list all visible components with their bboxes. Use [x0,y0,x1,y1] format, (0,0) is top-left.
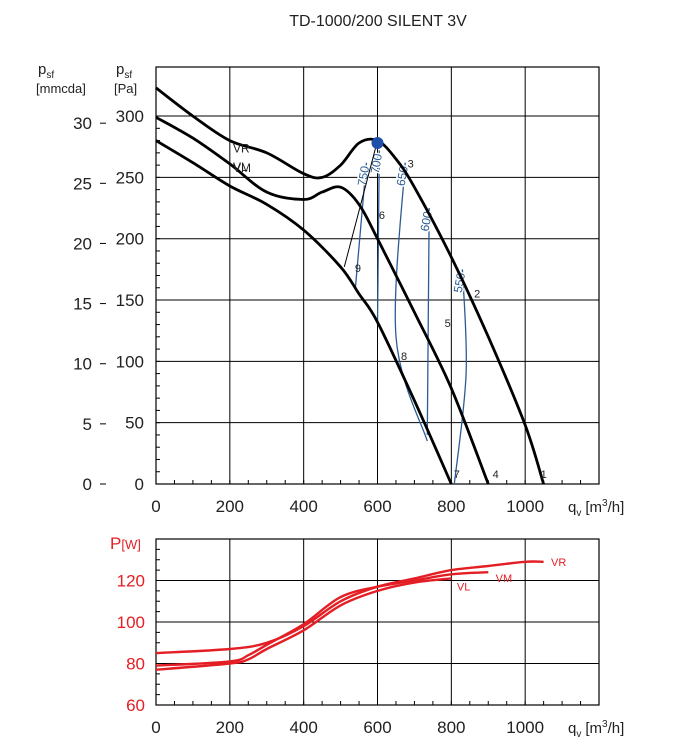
x-tick-label: 0 [151,497,160,516]
mmcda-tick-label: 30 [73,114,92,133]
mmcda-tick-label: 10 [73,355,92,374]
left-axis-unit: [mmcda] [36,81,86,96]
series-label-vr: VR [233,142,250,156]
x-tick-label: 200 [216,497,244,516]
power-tick-label: 60 [126,696,145,715]
power-curve-vl [155,577,452,671]
pa-tick-label: 50 [125,414,144,433]
pa-tick-label: 150 [116,291,144,310]
mmcda-tick-label: 0 [83,475,92,494]
fan-curve-vl [155,139,453,485]
mmcda-tick-label: 5 [83,415,92,434]
iso-rpm-curve [426,207,430,435]
curve-point-label: 3 [408,159,414,171]
power-chart: 60 80 100 120 0 200 400 600 800 1000 P[W] qv [m3/h] V… [110,534,624,740]
power-curve-vm [155,571,489,667]
iso-rpm-curve [394,162,428,442]
curve-point-label: 5 [445,318,451,330]
x-tick-label: 600 [363,497,391,516]
fan-curve-vr [155,86,545,485]
iso-rpm-label: 700 [368,152,385,174]
pa-tick-label: 300 [116,107,144,126]
power-tick-label: 100 [117,613,145,632]
x-tick-label: 600 [363,718,391,737]
right-axis-symbol: psf [116,61,132,81]
x-tick-label: 400 [289,718,317,737]
curve-point-label: 2 [474,289,480,301]
mmcda-tick-label: 15 [73,295,92,314]
power-series-label-vr: VR [551,557,566,569]
power-tick-label: 80 [126,655,145,674]
x-tick-label: 200 [216,718,244,737]
series-label-vl: VL [233,160,248,174]
power-series-label-vm: VM [496,573,512,585]
curve-point-label: 4 [493,469,499,481]
system-curve [343,140,378,268]
curve-point-label: 8 [401,351,407,363]
iso-rpm-label: 550 [451,271,468,293]
operating-point [371,137,384,150]
iso-rpm-label: 650 [394,165,411,187]
x-axis-title: qv [m3/h] [568,498,624,519]
left-axis-symbol: psf [38,61,54,81]
curve-point-label: 1 [541,469,547,481]
x-tick-label: 400 [289,497,317,516]
chart-title: TD-1000/200 SILENT 3V [289,13,467,30]
curve-point-label: 6 [379,210,385,222]
x-tick-label: 800 [437,497,465,516]
pa-tick-label: 250 [116,168,144,187]
right-axis-unit: [Pa] [114,81,137,96]
mmcda-tick-label: 20 [73,234,92,253]
power-series-label-vl: VL [457,582,470,594]
power-axis-title: P[W] [110,534,141,553]
pa-tick-label: 100 [116,352,144,371]
series-label-vm: VM [233,161,251,175]
fan-curve-vm [155,116,490,485]
x-tick-label: 1000 [506,718,544,737]
iso-rpm-curve [354,162,368,288]
x-tick-label: 0 [151,718,160,737]
curve-point-label: 9 [355,263,361,275]
power-tick-label: 120 [117,572,145,591]
power-curve-vr [155,560,544,655]
mmcda-tick-label: 25 [73,174,92,193]
pa-tick-label: 200 [116,230,144,249]
iso-rpm-label: 750 [355,165,372,187]
iso-rpm-curve [453,269,467,485]
x-tick-label: 1000 [506,497,544,516]
x-tick-label: 800 [437,718,465,737]
x-axis-title: qv [m3/h] [568,719,624,740]
pa-tick-label: 0 [135,475,144,494]
curve-point-label: 7 [454,469,460,481]
